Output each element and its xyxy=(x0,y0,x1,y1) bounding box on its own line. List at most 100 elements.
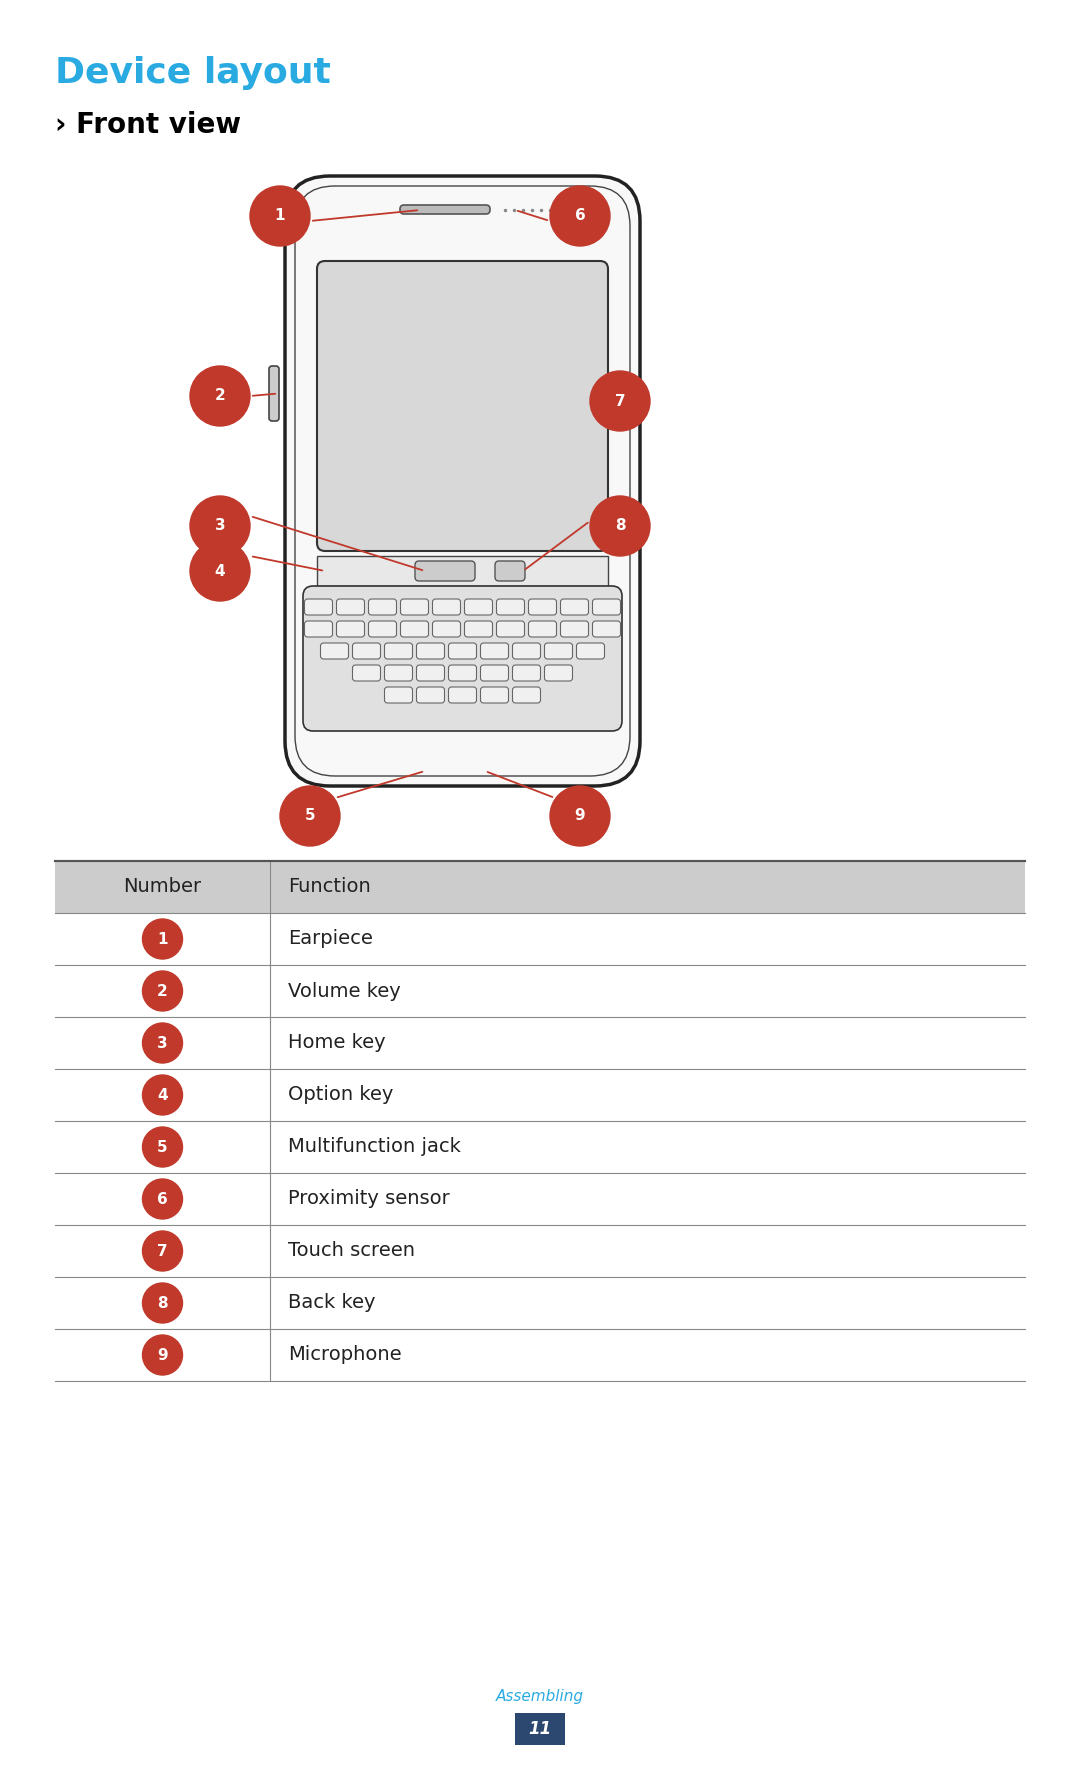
Circle shape xyxy=(190,367,249,427)
FancyBboxPatch shape xyxy=(513,687,540,703)
Circle shape xyxy=(550,786,610,847)
Text: 1: 1 xyxy=(158,932,167,946)
Text: 2: 2 xyxy=(215,388,226,404)
Text: 2: 2 xyxy=(157,983,167,999)
FancyBboxPatch shape xyxy=(318,260,608,551)
FancyBboxPatch shape xyxy=(513,664,540,682)
FancyBboxPatch shape xyxy=(352,643,380,659)
Text: 4: 4 xyxy=(158,1087,167,1103)
Circle shape xyxy=(143,971,183,1011)
Text: Touch screen: Touch screen xyxy=(288,1241,415,1261)
FancyBboxPatch shape xyxy=(481,664,509,682)
Circle shape xyxy=(590,370,650,430)
FancyBboxPatch shape xyxy=(561,622,589,638)
Text: 6: 6 xyxy=(157,1192,167,1206)
FancyBboxPatch shape xyxy=(515,1713,565,1744)
Circle shape xyxy=(143,1024,183,1063)
Text: 11: 11 xyxy=(528,1720,552,1737)
FancyBboxPatch shape xyxy=(368,622,396,638)
FancyBboxPatch shape xyxy=(464,599,492,615)
FancyBboxPatch shape xyxy=(305,599,333,615)
FancyBboxPatch shape xyxy=(528,599,556,615)
Text: 5: 5 xyxy=(158,1139,167,1155)
FancyBboxPatch shape xyxy=(544,643,572,659)
Text: Back key: Back key xyxy=(288,1293,376,1312)
FancyBboxPatch shape xyxy=(337,599,364,615)
Text: Proximity sensor: Proximity sensor xyxy=(288,1190,449,1208)
FancyBboxPatch shape xyxy=(384,687,413,703)
Bar xyxy=(55,861,1025,914)
FancyBboxPatch shape xyxy=(384,664,413,682)
Text: Device layout: Device layout xyxy=(55,57,330,90)
FancyBboxPatch shape xyxy=(593,622,621,638)
FancyBboxPatch shape xyxy=(448,687,476,703)
Text: 5: 5 xyxy=(305,809,315,824)
FancyBboxPatch shape xyxy=(285,175,640,786)
Text: 8: 8 xyxy=(615,519,625,533)
Circle shape xyxy=(143,919,183,960)
FancyBboxPatch shape xyxy=(401,599,429,615)
FancyBboxPatch shape xyxy=(528,622,556,638)
Circle shape xyxy=(550,186,610,246)
Text: 7: 7 xyxy=(158,1243,167,1259)
FancyBboxPatch shape xyxy=(448,664,476,682)
Text: Earpiece: Earpiece xyxy=(288,930,373,949)
FancyBboxPatch shape xyxy=(269,367,279,421)
Circle shape xyxy=(249,186,310,246)
Text: › Front view: › Front view xyxy=(55,112,241,138)
Circle shape xyxy=(590,496,650,556)
Text: Option key: Option key xyxy=(288,1086,393,1105)
Circle shape xyxy=(143,1126,183,1167)
FancyBboxPatch shape xyxy=(368,599,396,615)
FancyBboxPatch shape xyxy=(577,643,605,659)
Text: 3: 3 xyxy=(215,519,226,533)
Text: 7: 7 xyxy=(615,393,625,409)
Text: Multifunction jack: Multifunction jack xyxy=(288,1137,461,1156)
Text: 6: 6 xyxy=(575,209,585,223)
FancyBboxPatch shape xyxy=(417,687,445,703)
FancyBboxPatch shape xyxy=(513,643,540,659)
FancyBboxPatch shape xyxy=(303,586,622,731)
Bar xyxy=(55,1121,1025,1172)
FancyBboxPatch shape xyxy=(561,599,589,615)
Bar xyxy=(55,1172,1025,1226)
FancyBboxPatch shape xyxy=(400,205,490,214)
FancyBboxPatch shape xyxy=(417,643,445,659)
Circle shape xyxy=(143,1179,183,1218)
FancyBboxPatch shape xyxy=(497,622,525,638)
Text: 1: 1 xyxy=(274,209,285,223)
FancyBboxPatch shape xyxy=(464,622,492,638)
Text: Home key: Home key xyxy=(288,1034,386,1052)
FancyBboxPatch shape xyxy=(481,643,509,659)
Circle shape xyxy=(143,1231,183,1272)
FancyBboxPatch shape xyxy=(318,556,608,586)
Circle shape xyxy=(190,496,249,556)
Circle shape xyxy=(143,1075,183,1116)
Bar xyxy=(55,1226,1025,1277)
FancyBboxPatch shape xyxy=(337,622,364,638)
Bar xyxy=(55,1070,1025,1121)
Text: Microphone: Microphone xyxy=(288,1346,402,1364)
FancyBboxPatch shape xyxy=(432,622,460,638)
Text: Assembling: Assembling xyxy=(496,1688,584,1704)
FancyBboxPatch shape xyxy=(352,664,380,682)
Bar xyxy=(55,914,1025,965)
Text: 9: 9 xyxy=(158,1348,167,1362)
Text: 9: 9 xyxy=(575,809,585,824)
Bar xyxy=(55,1277,1025,1328)
Circle shape xyxy=(143,1335,183,1374)
Bar xyxy=(55,965,1025,1017)
FancyBboxPatch shape xyxy=(481,687,509,703)
FancyBboxPatch shape xyxy=(415,561,475,581)
FancyBboxPatch shape xyxy=(417,664,445,682)
FancyBboxPatch shape xyxy=(593,599,621,615)
FancyBboxPatch shape xyxy=(384,643,413,659)
FancyBboxPatch shape xyxy=(495,561,525,581)
Circle shape xyxy=(143,1282,183,1323)
Text: Number: Number xyxy=(123,877,202,896)
Text: Function: Function xyxy=(288,877,370,896)
FancyBboxPatch shape xyxy=(448,643,476,659)
Text: 4: 4 xyxy=(215,563,226,579)
FancyBboxPatch shape xyxy=(544,664,572,682)
Circle shape xyxy=(190,540,249,600)
